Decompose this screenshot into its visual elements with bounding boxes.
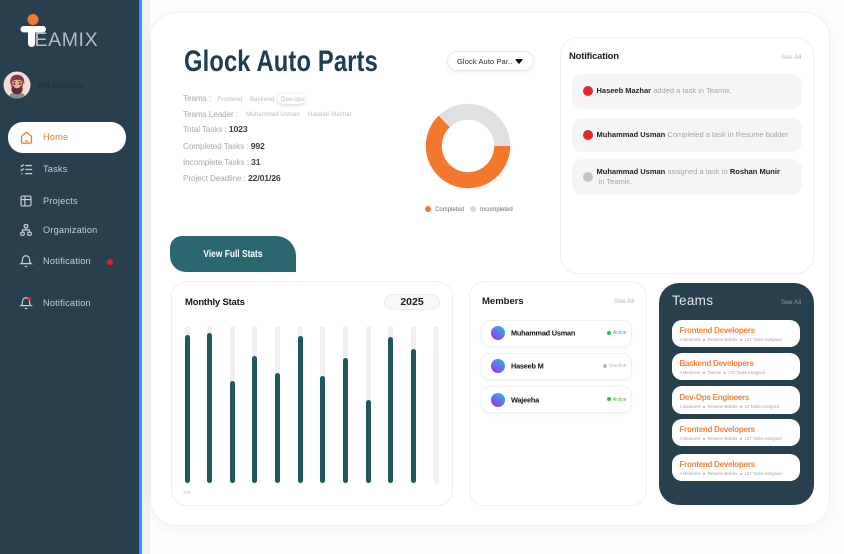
svg-text:EAMIX: EAMIX: [35, 29, 99, 51]
